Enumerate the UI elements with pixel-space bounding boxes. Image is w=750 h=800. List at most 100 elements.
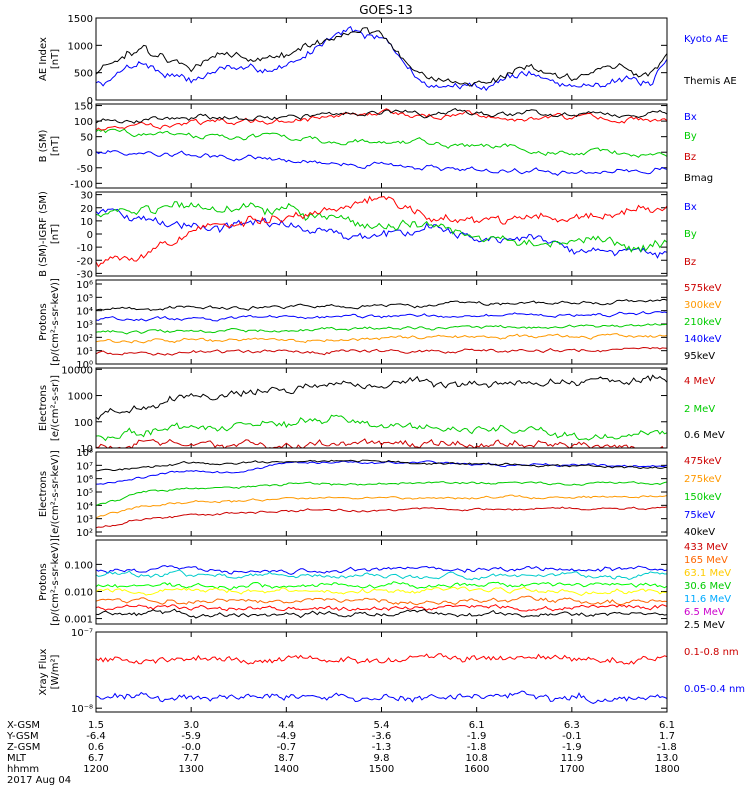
y-tick-label: 10⁵ xyxy=(76,293,93,304)
panel-frame xyxy=(95,367,668,449)
y-axis-label: [nT] xyxy=(50,49,61,69)
y-tick-label: 100 xyxy=(74,418,93,429)
panel-7: 0.001 0.010 0.100 Protons [p/(cm²-s-sr-keV)]… xyxy=(38,538,731,631)
panel-frame xyxy=(95,103,668,189)
series-line-63.1-MeV xyxy=(96,581,667,591)
x-tick-label: 1.5 xyxy=(88,720,104,731)
legend-label: Bx xyxy=(684,112,697,123)
series-line-165-MeV xyxy=(96,569,667,581)
series-line-140keV xyxy=(96,311,667,322)
y-tick-label: 10² xyxy=(76,528,93,539)
y-tick-label: 30 xyxy=(80,191,93,202)
x-tick-label: -0.7 xyxy=(277,742,297,753)
y-axis-label: [p/(cm²-s-sr-keV)] xyxy=(50,538,61,626)
series-line-Bz xyxy=(96,195,667,268)
x-tick-label: 0.6 xyxy=(88,742,104,753)
legend-label: 150keV xyxy=(684,492,722,503)
y-axis-label: AE Index xyxy=(38,37,49,81)
x-tick-label: 1200 xyxy=(83,764,108,775)
y-tick-label: 10 xyxy=(80,444,93,455)
y-tick-label: 50 xyxy=(80,133,93,144)
legend-label: By xyxy=(684,131,697,142)
legend-label: 63.1 MeV xyxy=(684,568,731,579)
y-axis-label: [e/(cm²-s-sr)] xyxy=(50,375,61,441)
series-line-Bz xyxy=(96,108,667,131)
x-row-label: X-GSM xyxy=(7,720,40,731)
panel-3: -30 -20 -10 0 10 20 30 B (SM)-IGRF (SM) [nT] Bx By… xyxy=(38,191,697,281)
series-line-475keV xyxy=(96,506,667,529)
legend-label: 575keV xyxy=(684,283,722,294)
legend-label: 433 MeV xyxy=(684,542,728,553)
y-tick-label: 10⁶ xyxy=(76,280,93,291)
series-line-40keV xyxy=(96,459,667,472)
x-tick-label: 9.8 xyxy=(374,753,390,764)
legend-label: By xyxy=(684,229,697,240)
y-tick-label: 150 xyxy=(74,102,93,113)
y-tick-label: 10⁻⁸ xyxy=(71,704,93,715)
y-tick-label: 0.010 xyxy=(64,587,93,598)
legend-label: Kyoto AE xyxy=(684,34,728,45)
legend-label: 475keV xyxy=(684,456,722,467)
legend-label: 0.05-0.4 nm xyxy=(684,684,745,695)
y-tick-label: 0 xyxy=(87,96,93,107)
panel-frame xyxy=(95,631,668,713)
y-axis-label: Xray Flux xyxy=(38,648,49,695)
x-axis-label-table: X-GSM 1.5 3.0 4.4 5.4 6.1 6.3 6.1Y-GSM -6.4 -5.9-… xyxy=(6,720,680,786)
x-tick-label: 7.7 xyxy=(183,753,199,764)
x-tick-label: -1.9 xyxy=(467,731,487,742)
y-tick-label: -30 xyxy=(77,269,93,280)
y-tick-label: 100 xyxy=(74,117,93,128)
x-tick-label: 1700 xyxy=(559,764,584,775)
series-line-11.6-MeV xyxy=(96,595,667,606)
y-axis-label: B (SM)-IGRF (SM) xyxy=(38,191,49,277)
y-tick-label: -10 xyxy=(77,243,93,254)
legend-label: Bz xyxy=(684,152,696,163)
panel-6: 10² 10³ 10⁴ 10⁵ 10⁶ 10⁷ 10⁸ Electrons [e/(cm²-s-… xyxy=(38,448,722,539)
y-axis-label: [nT] xyxy=(50,136,61,156)
legend-label: Bz xyxy=(684,257,696,268)
date-label: 2017 Aug 04 xyxy=(7,775,71,786)
legend-label: 4 MeV xyxy=(684,376,715,387)
panel-8: 10⁻⁸ 10⁻⁷ Xray Flux [W/m²] 0.1-0.8 nm 0.05-0.… xyxy=(38,628,745,715)
series-line-Bmag xyxy=(96,108,667,124)
panel-frame xyxy=(95,191,668,277)
x-tick-label: 1.7 xyxy=(659,731,675,742)
y-tick-label: 500 xyxy=(74,69,93,80)
y-tick-label: -100 xyxy=(70,179,93,190)
legend-label: 275keV xyxy=(684,474,722,485)
legend-label: 95keV xyxy=(684,351,715,362)
x-tick-label: 5.4 xyxy=(374,720,390,731)
legend-label: 6.5 MeV xyxy=(684,607,725,618)
series-line-75keV xyxy=(96,460,667,485)
y-axis-label: Protons xyxy=(38,303,49,340)
x-tick-label: 6.7 xyxy=(88,753,104,764)
legend-label: 0.6 MeV xyxy=(684,430,725,441)
x-tick-label: 1300 xyxy=(178,764,203,775)
series-line-0.1-0.8-nm xyxy=(96,653,667,665)
legend-label: 300keV xyxy=(684,300,722,311)
x-tick-label: 6.1 xyxy=(469,720,485,731)
x-tick-label: -6.4 xyxy=(86,731,106,742)
y-tick-label: 10 xyxy=(80,217,93,228)
series-line-210keV xyxy=(96,323,667,335)
x-tick-label: -1.8 xyxy=(467,742,487,753)
legend-label: 210keV xyxy=(684,317,722,328)
x-tick-label: -3.6 xyxy=(372,731,392,742)
y-tick-label: 0 xyxy=(87,148,93,159)
y-tick-label: 10³ xyxy=(76,320,93,331)
series-line-30.6-MeV xyxy=(96,586,667,596)
y-tick-label: -20 xyxy=(77,256,93,267)
panel-2: -100 -50 0 50 100 150 B (SM) [nT] Bx By Bz Bmag xyxy=(38,102,713,191)
y-axis-label: [W/m²] xyxy=(50,654,61,689)
y-tick-label: 0.100 xyxy=(64,560,93,571)
x-tick-label: -1.3 xyxy=(372,742,392,753)
y-tick-label: 10⁰ xyxy=(76,360,93,371)
y-tick-label: 10² xyxy=(76,333,93,344)
legend-label: 2.5 MeV xyxy=(684,620,725,631)
x-tick-label: -4.9 xyxy=(277,731,297,742)
panel-frame xyxy=(95,17,668,101)
y-tick-label: 1500 xyxy=(68,14,93,25)
y-axis-label: Electrons xyxy=(38,385,49,431)
